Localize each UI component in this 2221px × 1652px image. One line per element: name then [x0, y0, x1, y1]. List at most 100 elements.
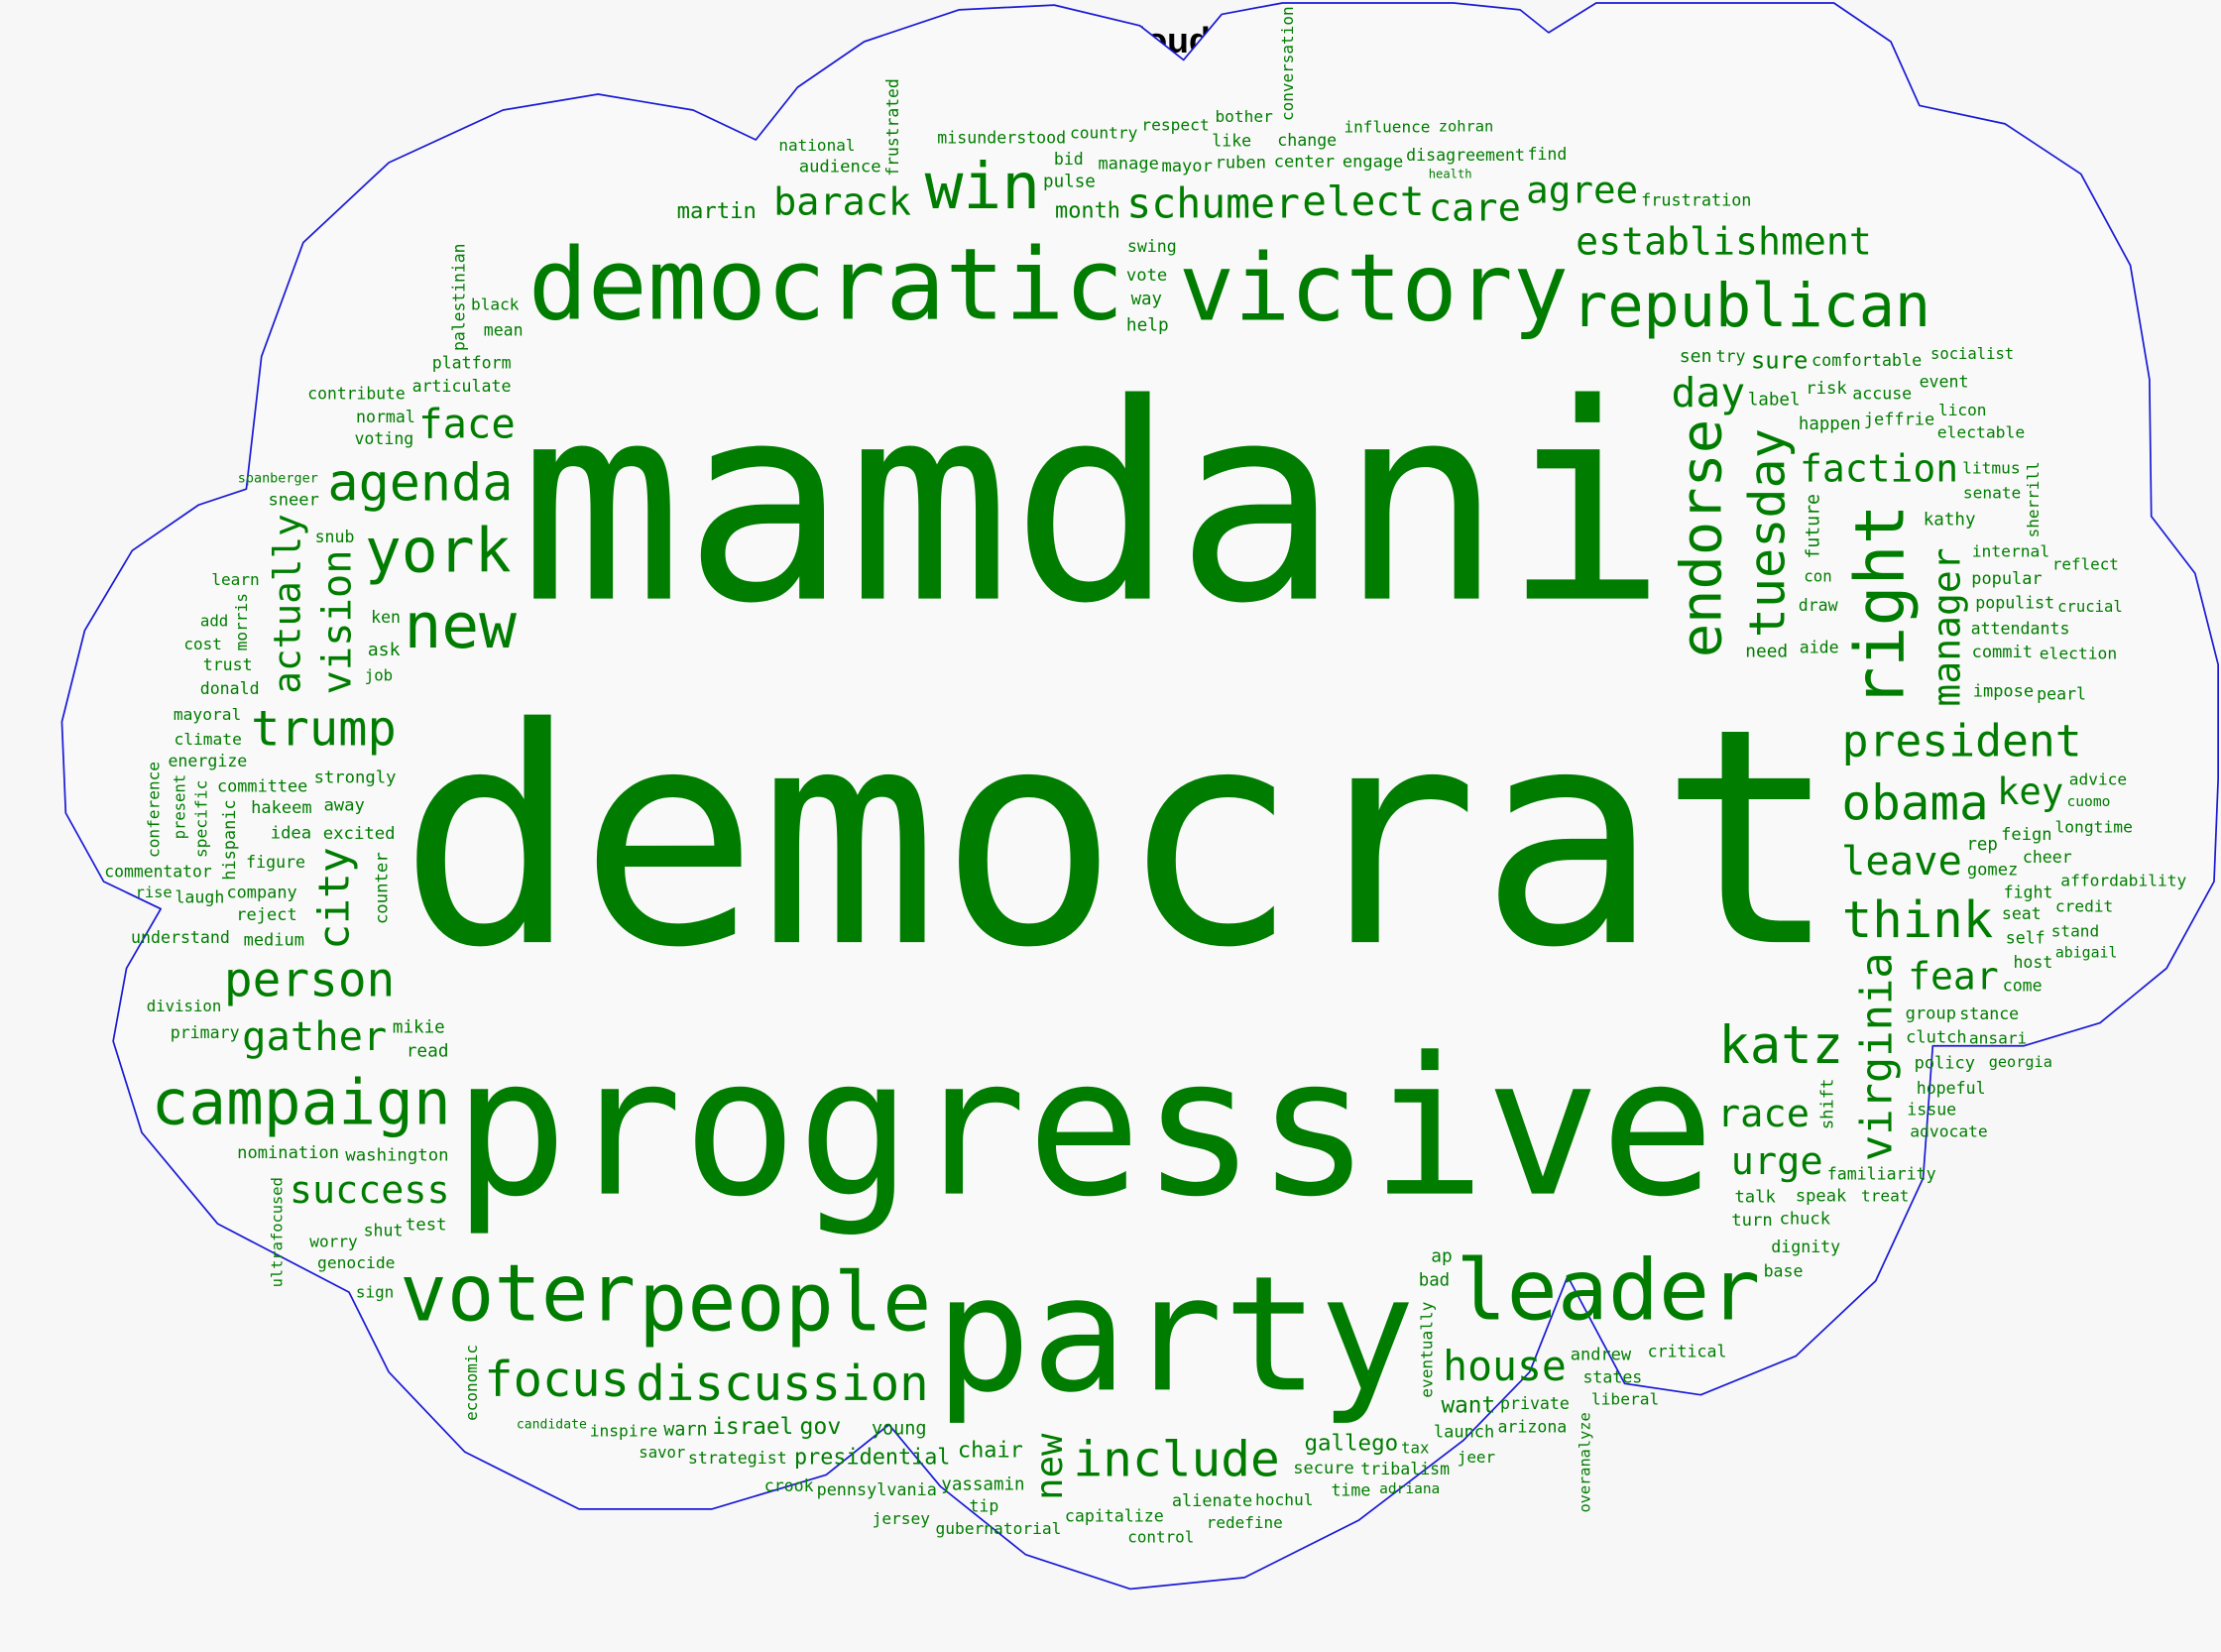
word-democrat: democrat	[399, 665, 1839, 1013]
word-cuomo: cuomo	[2066, 793, 2110, 810]
word-mean: mean	[484, 320, 524, 339]
word-time: time	[1331, 1480, 1370, 1499]
word-center: center	[1274, 153, 1335, 173]
word-country: country	[1070, 124, 1138, 143]
word-event: event	[1920, 373, 1969, 392]
word-savor: savor	[639, 1444, 685, 1462]
word-job: job	[365, 666, 393, 685]
word-day: day	[1671, 369, 1745, 416]
word-ansari: ansari	[1969, 1028, 2027, 1047]
word-test: test	[406, 1215, 446, 1235]
word-right: right	[1841, 504, 1920, 707]
word-add: add	[200, 612, 228, 631]
word-contribute: contribute	[307, 384, 405, 403]
word-mayor: mayor	[1161, 157, 1212, 177]
word-self: self	[2006, 929, 2046, 948]
word-specific: specific	[191, 780, 210, 858]
word-andrew: andrew	[1571, 1346, 1632, 1365]
word-critical: critical	[1648, 1343, 1727, 1361]
word-respect: respect	[1141, 115, 1209, 134]
word-include: include	[1073, 1431, 1279, 1488]
word-key: key	[1997, 770, 2063, 813]
word-longtime: longtime	[2054, 817, 2132, 836]
word-stand: stand	[2051, 922, 2099, 941]
word-understand: understand	[131, 928, 230, 947]
word-reject: reject	[236, 905, 296, 925]
word-present: present	[171, 774, 188, 840]
word-tax: tax	[1401, 1438, 1429, 1457]
word-sure: sure	[1751, 347, 1809, 375]
word-rise: rise	[136, 884, 173, 901]
word-influence: influence	[1344, 118, 1430, 137]
word-think: think	[1842, 890, 1994, 949]
word-candidate: candidate	[517, 1417, 587, 1432]
word-ken: ken	[371, 608, 401, 627]
word-presidential: presidential	[794, 1445, 950, 1470]
word-liberal: liberal	[1591, 1389, 1659, 1408]
word-aide: aide	[1800, 638, 1839, 656]
word-socialist: socialist	[1930, 345, 2014, 363]
word-populist: populist	[1975, 594, 2054, 613]
word-want: want	[1441, 1393, 1495, 1419]
word-redefine: redefine	[1207, 1513, 1283, 1532]
word-eventually: eventually	[1418, 1301, 1437, 1397]
word-national: national	[778, 136, 855, 155]
word-sen: sen	[1680, 346, 1712, 367]
word-leave: leave	[1841, 837, 1962, 885]
word-normal: normal	[356, 408, 415, 426]
word-washington: washington	[345, 1145, 448, 1165]
word-endorse: endorse	[1670, 419, 1735, 657]
word-hakeem: hakeem	[251, 798, 311, 818]
word-licon: licon	[1938, 401, 1986, 419]
word-pulse: pulse	[1043, 173, 1096, 192]
word-barack: barack	[773, 179, 911, 224]
word-young: young	[872, 1418, 927, 1439]
word-faction: faction	[1800, 447, 1958, 491]
word-new: new	[404, 590, 517, 662]
word-popular: popular	[1971, 569, 2042, 589]
word-palestinian: palestinian	[449, 244, 468, 351]
word-cost: cost	[183, 635, 221, 653]
word-tuesday: tuesday	[1738, 428, 1797, 638]
word-speak: speak	[1796, 1187, 1847, 1207]
word-talk: talk	[1734, 1188, 1776, 1208]
word-gallego: gallego	[1304, 1431, 1398, 1457]
word-win: win	[925, 150, 1041, 224]
word-martin: martin	[677, 198, 757, 224]
word-abigail: abigail	[2055, 944, 2118, 962]
word-shift: shift	[1817, 1079, 1837, 1129]
word-figure: figure	[246, 853, 305, 872]
word-strategist: strategist	[688, 1449, 787, 1468]
word-cheer: cheer	[2023, 848, 2072, 867]
word-find: find	[1527, 145, 1567, 164]
word-affordability: affordability	[2060, 871, 2186, 889]
word-bad: bad	[1419, 1270, 1450, 1290]
word-agenda: agenda	[327, 454, 513, 514]
word-donald: donald	[200, 679, 260, 698]
word-primary: primary	[171, 1023, 240, 1042]
word-away: away	[323, 795, 364, 815]
word-advocate: advocate	[1910, 1121, 1987, 1140]
word-fear: fear	[1908, 955, 1999, 999]
word-help: help	[1126, 315, 1169, 336]
word-urge: urge	[1731, 1139, 1823, 1184]
word-warn: warn	[663, 1419, 707, 1440]
word-idea: idea	[271, 824, 311, 844]
word-disagreement: disagreement	[1406, 146, 1525, 165]
word-host: host	[2013, 953, 2052, 972]
word-attendants: attendants	[1971, 620, 2070, 639]
word-control: control	[1127, 1527, 1194, 1546]
word-platform: platform	[432, 354, 512, 373]
word-chair: chair	[958, 1439, 1023, 1464]
word-capitalize: capitalize	[1065, 1506, 1164, 1525]
word-city: city	[309, 847, 359, 949]
word-virginia: virginia	[1852, 952, 1903, 1161]
word-excited: excited	[323, 824, 396, 844]
word-zohran: zohran	[1439, 118, 1494, 136]
word-sign: sign	[356, 1283, 394, 1302]
word-actually: actually	[265, 514, 308, 694]
word-frustrated: frustrated	[883, 78, 902, 176]
word-committee: committee	[217, 776, 307, 796]
word-arizona: arizona	[1497, 1417, 1567, 1436]
